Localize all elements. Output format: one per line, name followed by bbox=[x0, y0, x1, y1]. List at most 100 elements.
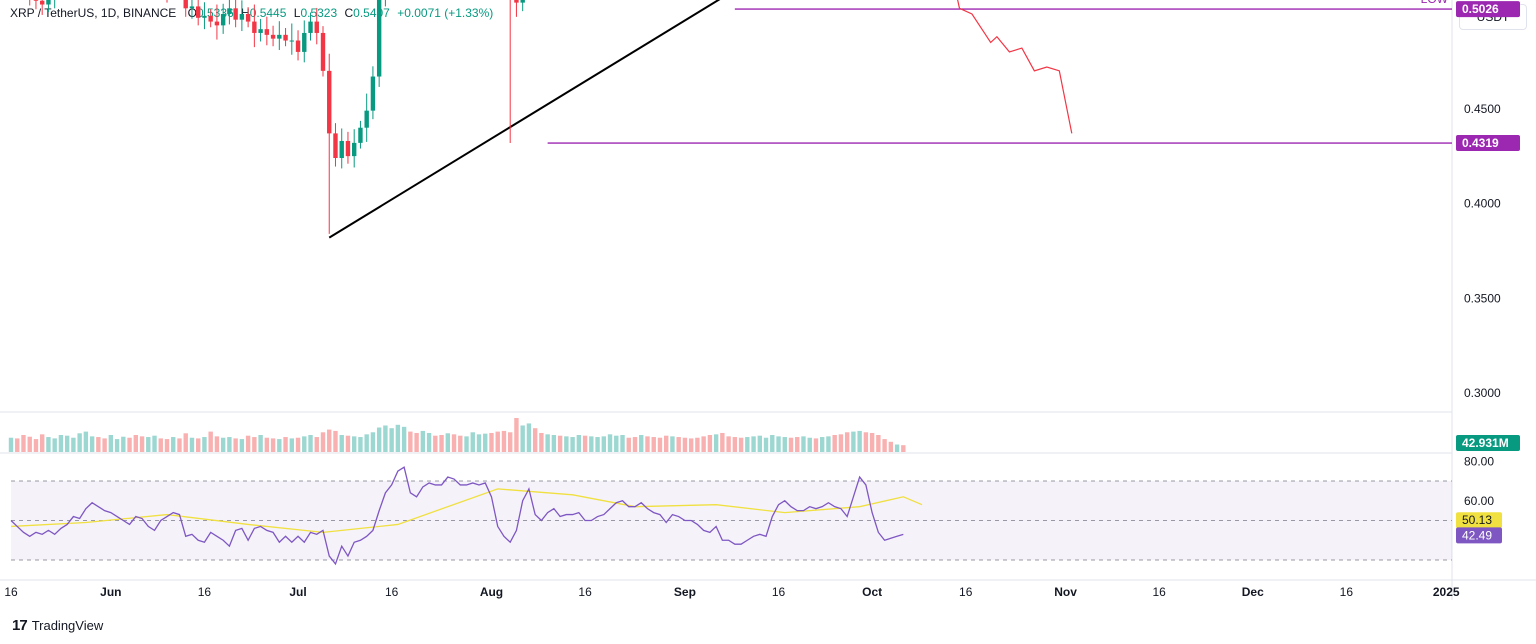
candle-body bbox=[245, 14, 251, 22]
volume-bar bbox=[813, 438, 819, 452]
volume-bar bbox=[270, 438, 276, 452]
time-axis-tick: 16 bbox=[198, 585, 212, 599]
close-label: C bbox=[344, 6, 354, 20]
volume-bar bbox=[770, 435, 775, 452]
rsi-tag-label: 42.49 bbox=[1462, 528, 1492, 542]
volume-bar bbox=[64, 435, 70, 452]
candle-body bbox=[40, 0, 45, 5]
candle-body bbox=[208, 15, 213, 22]
volume-bar bbox=[252, 437, 257, 452]
volume-bar bbox=[264, 437, 270, 452]
volume-bar bbox=[164, 439, 170, 452]
volume-bar bbox=[83, 431, 89, 452]
volume-bar bbox=[869, 432, 875, 452]
volume-bar bbox=[844, 432, 850, 452]
volume-bar bbox=[713, 434, 719, 452]
volume-bar bbox=[389, 428, 394, 452]
volume-bar bbox=[501, 430, 507, 452]
candle-body bbox=[233, 8, 238, 20]
volume-bar bbox=[414, 432, 419, 452]
candle-body bbox=[270, 34, 276, 39]
volume-bar bbox=[526, 423, 532, 452]
volume-bar bbox=[114, 439, 120, 452]
candle-body bbox=[320, 32, 326, 71]
candle-body bbox=[364, 110, 369, 128]
volume-bar bbox=[857, 430, 862, 452]
volume-bar bbox=[245, 435, 251, 452]
volume-bar bbox=[489, 432, 494, 452]
volume-bar bbox=[676, 437, 681, 452]
volume-bar bbox=[333, 430, 338, 452]
time-axis-tick: 16 bbox=[4, 585, 18, 599]
volume-bar bbox=[726, 436, 731, 452]
volume-bar bbox=[539, 432, 544, 452]
candle-body bbox=[295, 40, 301, 52]
volume-bar bbox=[695, 437, 700, 452]
price-axis-tick: 0.3500 bbox=[1464, 291, 1501, 305]
candle-body bbox=[345, 140, 351, 157]
price-tag bbox=[1456, 135, 1520, 152]
volume-bar bbox=[352, 436, 357, 452]
chart-header: XRP / TetherUS, 1D, BINANCE O0.5336 H0.5… bbox=[10, 6, 493, 20]
candle-body bbox=[514, 0, 519, 3]
volume-bar bbox=[757, 435, 762, 452]
volume-bar bbox=[152, 435, 157, 452]
volume-bar bbox=[139, 436, 145, 452]
time-axis-tick: 16 bbox=[1340, 585, 1354, 599]
volume-bar bbox=[720, 432, 725, 452]
volume-bar bbox=[208, 431, 213, 452]
volume-bar bbox=[439, 435, 444, 452]
volume-bar bbox=[514, 418, 519, 452]
volume-bar bbox=[589, 436, 594, 452]
volume-bar bbox=[258, 435, 263, 452]
change-value: +0.0071 (+1.33%) bbox=[397, 6, 494, 20]
time-axis-tick: Sep bbox=[674, 585, 696, 599]
rsi-ma-tag-label: 50.13 bbox=[1462, 513, 1492, 527]
volume-bar bbox=[688, 438, 694, 452]
time-axis-tick: Jul bbox=[289, 585, 306, 599]
volume-bar bbox=[551, 435, 557, 452]
time-axis-tick: Jun bbox=[100, 585, 121, 599]
volume-bar bbox=[383, 425, 388, 452]
volume-bar bbox=[582, 435, 588, 452]
volume-bar bbox=[239, 439, 245, 452]
volume-bar bbox=[570, 437, 575, 452]
volume-bar bbox=[626, 437, 631, 452]
volume-bar bbox=[308, 435, 313, 452]
volume-tag-label: 42.931M bbox=[1462, 436, 1509, 450]
volume-bar bbox=[564, 436, 569, 452]
low-value: 0.5323 bbox=[300, 6, 338, 20]
volume-bar bbox=[189, 437, 195, 452]
high-label: H bbox=[241, 6, 250, 20]
volume-bar bbox=[614, 435, 619, 452]
volume-bar bbox=[788, 437, 794, 452]
volume-bar bbox=[483, 433, 488, 452]
volume-bar bbox=[227, 437, 232, 452]
rsi-tag bbox=[1456, 527, 1502, 544]
volume-bar bbox=[464, 436, 469, 452]
time-axis-tick: 16 bbox=[772, 585, 786, 599]
candle-body bbox=[264, 29, 270, 35]
candle-body bbox=[314, 21, 319, 33]
volume-bar bbox=[127, 437, 132, 452]
volume-bar bbox=[838, 434, 844, 452]
volume-bar bbox=[901, 445, 906, 452]
volume-bar bbox=[21, 435, 26, 452]
candle-body bbox=[289, 40, 294, 42]
volume-bar bbox=[458, 435, 463, 452]
volume-bar bbox=[426, 432, 432, 452]
tradingview-branding: 17 TradingView bbox=[12, 617, 103, 634]
high-value: 0.5445 bbox=[249, 6, 287, 20]
candle-body bbox=[239, 14, 245, 20]
candle-body bbox=[202, 15, 207, 18]
volume-bar bbox=[532, 428, 538, 452]
volume-bar bbox=[745, 437, 750, 452]
candle-body bbox=[283, 34, 288, 41]
time-axis-tick: Aug bbox=[480, 585, 503, 599]
time-axis-tick: 16 bbox=[385, 585, 399, 599]
candle-body bbox=[33, 0, 39, 1]
candle-body bbox=[189, 6, 195, 9]
volume-bar bbox=[233, 438, 238, 452]
volume-bar bbox=[102, 438, 107, 452]
